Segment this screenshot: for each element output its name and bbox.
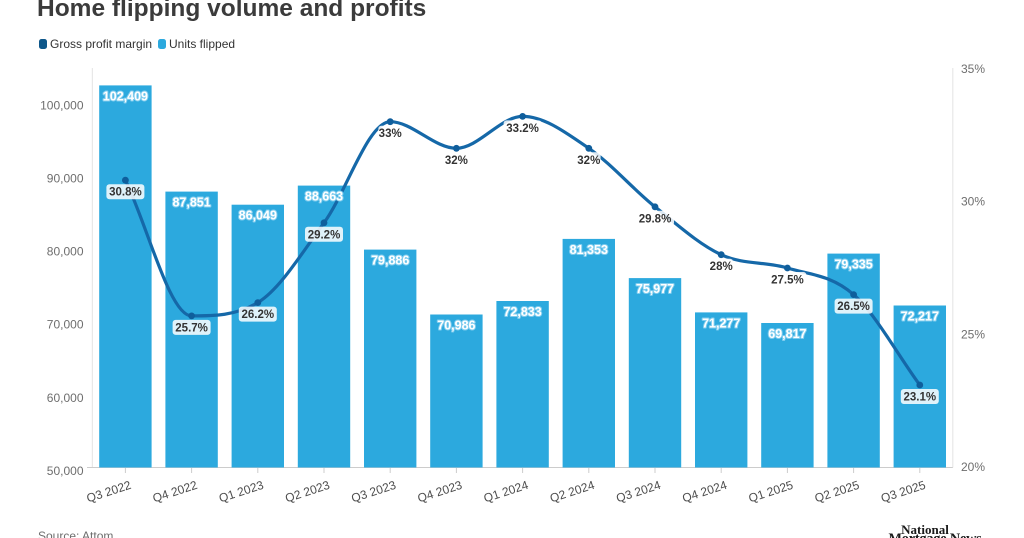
svg-text:100,000: 100,000 bbox=[40, 98, 84, 112]
svg-text:Q1 2023: Q1 2023 bbox=[217, 478, 265, 506]
svg-text:Q3 2024: Q3 2024 bbox=[614, 478, 662, 506]
svg-text:87,851: 87,851 bbox=[172, 196, 210, 210]
svg-text:27.5%: 27.5% bbox=[771, 275, 804, 287]
svg-text:30.8%: 30.8% bbox=[109, 187, 142, 199]
svg-text:86,049: 86,049 bbox=[239, 209, 277, 223]
svg-text:70,986: 70,986 bbox=[437, 319, 475, 333]
svg-text:79,335: 79,335 bbox=[834, 258, 872, 272]
svg-text:Q2 2025: Q2 2025 bbox=[813, 478, 861, 506]
svg-text:33%: 33% bbox=[379, 128, 402, 140]
svg-text:Q3 2022: Q3 2022 bbox=[85, 478, 133, 506]
svg-text:60,000: 60,000 bbox=[47, 391, 84, 405]
svg-text:Q2 2024: Q2 2024 bbox=[548, 478, 596, 506]
svg-text:29.2%: 29.2% bbox=[308, 229, 341, 241]
svg-text:23.1%: 23.1% bbox=[903, 392, 936, 404]
svg-text:26.2%: 26.2% bbox=[241, 309, 274, 321]
svg-text:88,663: 88,663 bbox=[305, 190, 343, 204]
svg-text:81,353: 81,353 bbox=[570, 243, 608, 257]
svg-text:28%: 28% bbox=[710, 261, 733, 273]
svg-text:Q4 2022: Q4 2022 bbox=[151, 478, 199, 506]
svg-text:Q3 2023: Q3 2023 bbox=[350, 478, 398, 506]
svg-text:Q3 2025: Q3 2025 bbox=[879, 478, 927, 506]
svg-text:50,000: 50,000 bbox=[47, 464, 84, 478]
svg-text:70,000: 70,000 bbox=[47, 318, 84, 332]
svg-text:29.8%: 29.8% bbox=[639, 213, 672, 225]
svg-text:35%: 35% bbox=[961, 62, 985, 76]
svg-text:102,409: 102,409 bbox=[103, 89, 148, 103]
svg-text:26.5%: 26.5% bbox=[837, 301, 870, 313]
svg-text:33.2%: 33.2% bbox=[506, 123, 539, 135]
svg-text:25%: 25% bbox=[961, 327, 985, 341]
svg-text:79,886: 79,886 bbox=[371, 254, 409, 268]
svg-text:30%: 30% bbox=[961, 195, 985, 209]
svg-text:75,977: 75,977 bbox=[636, 282, 674, 296]
svg-text:20%: 20% bbox=[961, 460, 985, 474]
svg-text:72,833: 72,833 bbox=[503, 305, 541, 319]
svg-text:72,217: 72,217 bbox=[901, 310, 939, 324]
svg-text:71,277: 71,277 bbox=[702, 316, 740, 330]
svg-text:Q2 2023: Q2 2023 bbox=[283, 478, 331, 506]
svg-text:32%: 32% bbox=[577, 155, 600, 167]
svg-text:Q4 2024: Q4 2024 bbox=[681, 478, 729, 506]
svg-text:Q4 2023: Q4 2023 bbox=[416, 478, 464, 506]
svg-text:69,817: 69,817 bbox=[768, 327, 806, 341]
svg-text:Q1 2025: Q1 2025 bbox=[747, 478, 795, 506]
svg-text:80,000: 80,000 bbox=[47, 245, 84, 259]
svg-text:90,000: 90,000 bbox=[47, 172, 84, 186]
svg-text:25.7%: 25.7% bbox=[175, 322, 208, 334]
svg-text:Q1 2024: Q1 2024 bbox=[482, 478, 530, 506]
svg-text:32%: 32% bbox=[445, 155, 468, 167]
